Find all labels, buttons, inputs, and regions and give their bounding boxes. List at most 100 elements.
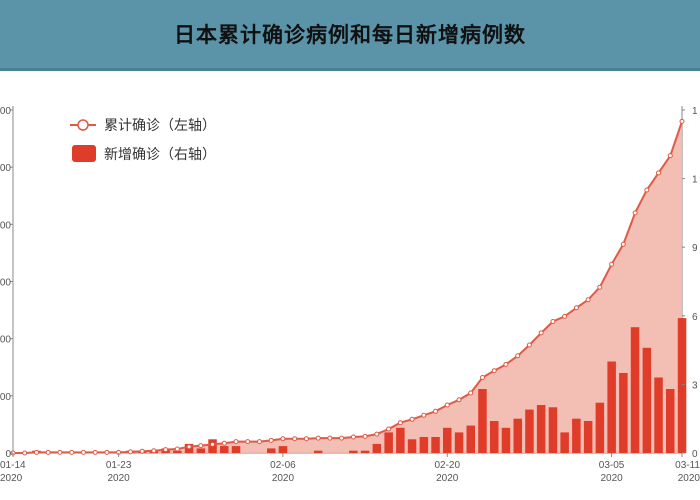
daily-bar — [607, 361, 616, 453]
cumulative-line — [10, 118, 685, 456]
x-tick-label: 03-11 — [675, 460, 700, 471]
cumulative-point — [210, 441, 215, 447]
cumulative-point — [92, 449, 98, 455]
cumulative-point — [80, 449, 86, 455]
cumulative-point — [632, 210, 638, 216]
daily-bar — [466, 425, 475, 453]
tick-labels: 0 100 200 300 400 500 600 0 3 6 9 1 1 01-14 2020 01-23 2… — [0, 106, 700, 484]
x-tick-label: 01-23 — [106, 460, 132, 471]
cumulative-point — [374, 431, 380, 437]
cumulative-point — [562, 313, 568, 319]
daily-bar — [548, 407, 558, 453]
cumulative-point — [433, 408, 438, 414]
daily-bar — [630, 327, 640, 453]
daily-bar — [267, 448, 276, 453]
daily-bar — [220, 446, 229, 453]
daily-bar — [525, 409, 534, 453]
daily-bar — [407, 439, 417, 453]
y-tick-label-left: 600 — [0, 106, 11, 117]
cumulative-point — [503, 361, 509, 367]
daily-bar — [454, 432, 464, 453]
daily-bar — [583, 421, 593, 453]
daily-bar — [396, 427, 405, 453]
chart: 0 100 200 300 400 500 600 0 3 6 9 1 1 01-14 2020 01-23 2… — [0, 106, 700, 484]
legend-label-cumulative: 累计确诊（左轴） — [104, 118, 216, 134]
daily-bar — [372, 443, 382, 453]
cumulative-point — [280, 436, 286, 442]
daily-bar — [431, 437, 440, 453]
cumulative-point — [538, 330, 544, 336]
cumulative-point — [34, 449, 39, 455]
daily-bar — [313, 450, 323, 453]
daily-bar — [384, 432, 393, 453]
y-tick-label-left: 0 — [5, 449, 11, 460]
cumulative-point — [609, 261, 615, 267]
legend-label-daily: 新增确诊（右轴） — [104, 147, 216, 163]
y-tick-label-right: 9 — [692, 243, 698, 254]
daily-bar — [501, 427, 511, 453]
cumulative-point — [303, 436, 309, 442]
cumulative-point — [221, 440, 227, 446]
x-tick-label: 02-20 — [434, 460, 460, 471]
daily-bar — [642, 347, 652, 453]
daily-bar — [677, 318, 687, 453]
daily-bar — [490, 421, 499, 453]
y-tick-label-right: 1 — [692, 106, 698, 117]
cumulative-point — [362, 433, 368, 439]
cumulative-point — [45, 449, 51, 455]
cumulative-point — [339, 435, 345, 441]
y-tick-label-right: 3 — [692, 380, 698, 391]
daily-bar — [572, 418, 581, 453]
cumulative-point — [456, 397, 462, 403]
cumulative-point — [491, 368, 497, 374]
cumulative-point — [257, 439, 262, 445]
daily-bar — [654, 377, 663, 453]
cumulative-point — [327, 435, 333, 441]
cumulative-point — [292, 436, 298, 442]
daily-bar — [478, 389, 487, 453]
cumulative-point — [186, 444, 192, 450]
daily-bar — [666, 389, 675, 453]
cumulative-point — [151, 448, 157, 454]
cumulative-line-path — [13, 121, 683, 454]
cumulative-point — [409, 416, 415, 422]
daily-bar — [278, 446, 288, 453]
cumulative-point — [480, 375, 485, 380]
cumulative-area — [13, 121, 682, 454]
x-tick-year: 2020 — [678, 473, 700, 484]
cumulative-point — [515, 353, 521, 359]
cumulative-point — [245, 439, 251, 445]
daily-bar — [595, 402, 605, 453]
daily-bar — [513, 418, 522, 453]
cumulative-point — [350, 434, 356, 440]
x-tick-label: 03-05 — [599, 460, 625, 471]
cumulative-point — [386, 426, 392, 432]
legend-bar-swatch — [72, 145, 96, 162]
cumulative-point — [163, 447, 169, 453]
cumulative-point — [69, 449, 75, 455]
cumulative-point — [315, 435, 321, 441]
cumulative-point — [421, 412, 427, 418]
cumulative-point — [57, 449, 63, 455]
cumulative-point — [198, 443, 204, 449]
y-tick-label-left: 500 — [0, 163, 11, 174]
x-tick-year: 2020 — [108, 473, 131, 484]
daily-bar — [196, 448, 206, 453]
cumulative-point — [644, 187, 650, 193]
daily-bar — [619, 373, 628, 453]
x-tick-year: 2020 — [600, 473, 623, 484]
legend-line-marker — [77, 119, 89, 131]
cumulative-point — [573, 305, 579, 311]
y-tick-label-right: 6 — [692, 312, 698, 323]
daily-bar — [419, 437, 429, 453]
cumulative-point — [174, 446, 180, 452]
y-tick-label-right: 1 — [692, 175, 698, 186]
daily-bar — [349, 450, 358, 453]
daily-bar — [443, 427, 452, 453]
y-tick-label-left: 200 — [0, 335, 11, 346]
cumulative-point — [550, 319, 556, 324]
chart-title: 日本累计确诊病例和每日新增病例数 — [174, 23, 526, 47]
y-tick-label-left: 300 — [0, 278, 11, 289]
y-tick-label-left: 400 — [0, 220, 11, 231]
cumulative-point — [585, 297, 591, 303]
